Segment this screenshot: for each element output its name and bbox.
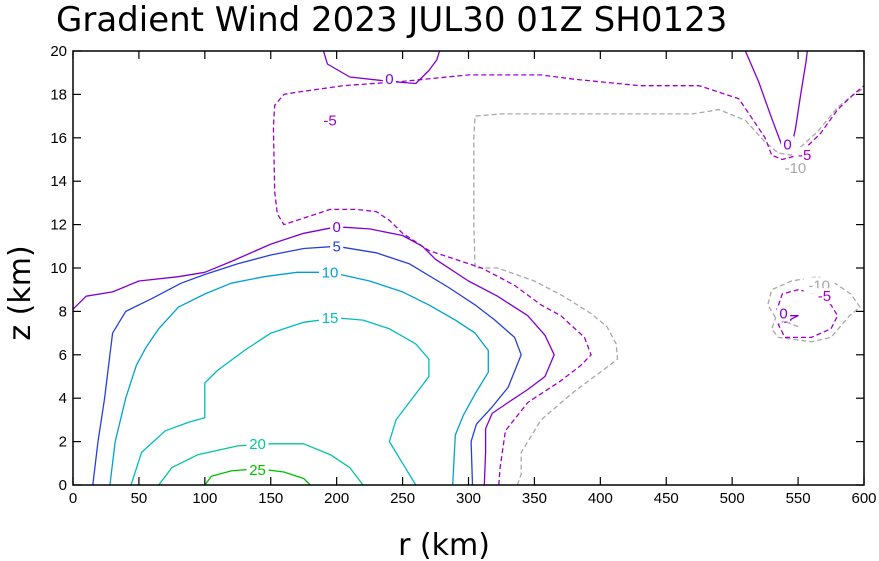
contour-label-background [779, 160, 811, 177]
x-tick-label: 600 [851, 490, 876, 507]
y-tick-label: 20 [50, 43, 67, 60]
contour-label-background [777, 305, 791, 322]
x-tick-label: 300 [456, 490, 481, 507]
contour-label-background [793, 147, 816, 164]
x-tick-label: 50 [131, 490, 148, 507]
x-axis: 0 50 100 150 200 250 300 350 400 450 500 550 600 [69, 51, 877, 507]
contour-line [744, 50, 808, 148]
contour-label: 5 [332, 238, 340, 255]
y-tick-label: 8 [59, 303, 67, 320]
x-tick-label: 100 [192, 490, 217, 507]
y-axis-label: z (km) [3, 245, 38, 340]
contour-label: 20 [249, 436, 266, 453]
x-tick-label: 200 [324, 490, 349, 507]
contour-line [92, 245, 522, 486]
contour-label-background [781, 136, 795, 153]
contour-label: 0 [385, 71, 393, 88]
contour-label-background [330, 218, 344, 235]
contour-label-background [319, 309, 342, 326]
contour-line [72, 226, 555, 486]
contour-line [767, 276, 861, 343]
contour-label: 0 [332, 219, 340, 236]
contour-line [322, 50, 441, 85]
y-tick-label: 10 [50, 260, 67, 277]
contour-line [776, 289, 839, 339]
contour-label-background [319, 264, 342, 281]
contour-label-background [246, 435, 269, 452]
contour-label: 10 [322, 264, 339, 281]
chart-title: Gradient Wind 2023 JUL30 01Z SH0123 [56, 0, 727, 40]
plot-frame [72, 50, 865, 486]
contour-label: -5 [798, 147, 811, 164]
y-tick-label: 2 [59, 434, 67, 451]
contour-line [473, 87, 865, 486]
y-tick-label: 4 [59, 390, 67, 407]
y-tick-label: 18 [50, 86, 67, 103]
y-axis: 0 2 4 6 8 10 12 14 16 18 20 [50, 43, 864, 494]
contour-label: -5 [323, 112, 336, 129]
y-tick-label: 12 [50, 217, 67, 234]
x-tick-label: 500 [720, 490, 745, 507]
contour-label: -5 [818, 288, 831, 305]
contour-line [158, 443, 364, 486]
y-tick-label: 0 [59, 477, 67, 494]
contour-label-background [813, 288, 836, 305]
x-tick-label: 0 [69, 490, 77, 507]
x-axis-label: r (km) [398, 528, 490, 561]
contour-label: -10 [785, 160, 807, 177]
contour-label: 15 [322, 310, 339, 327]
contour-label-background [319, 112, 342, 129]
contour-line [272, 74, 865, 486]
y-tick-label: 6 [59, 347, 67, 364]
y-tick-label: 16 [50, 130, 67, 147]
y-tick-label: 14 [50, 173, 67, 190]
contour-line [109, 271, 489, 486]
x-tick-label: 450 [654, 490, 679, 507]
contour-label-background [382, 71, 396, 88]
contour-line [130, 317, 430, 486]
contour-label-background [330, 238, 344, 255]
contour-label: 0 [779, 306, 787, 323]
x-tick-label: 250 [390, 490, 415, 507]
x-tick-label: 400 [588, 490, 613, 507]
x-tick-label: 350 [522, 490, 547, 507]
x-tick-label: 550 [786, 490, 811, 507]
x-tick-label: 150 [258, 490, 283, 507]
contour-label-background [246, 461, 269, 478]
contour-layer [72, 50, 865, 486]
contour-label: 25 [249, 462, 266, 479]
contour-label: 0 [783, 136, 791, 153]
